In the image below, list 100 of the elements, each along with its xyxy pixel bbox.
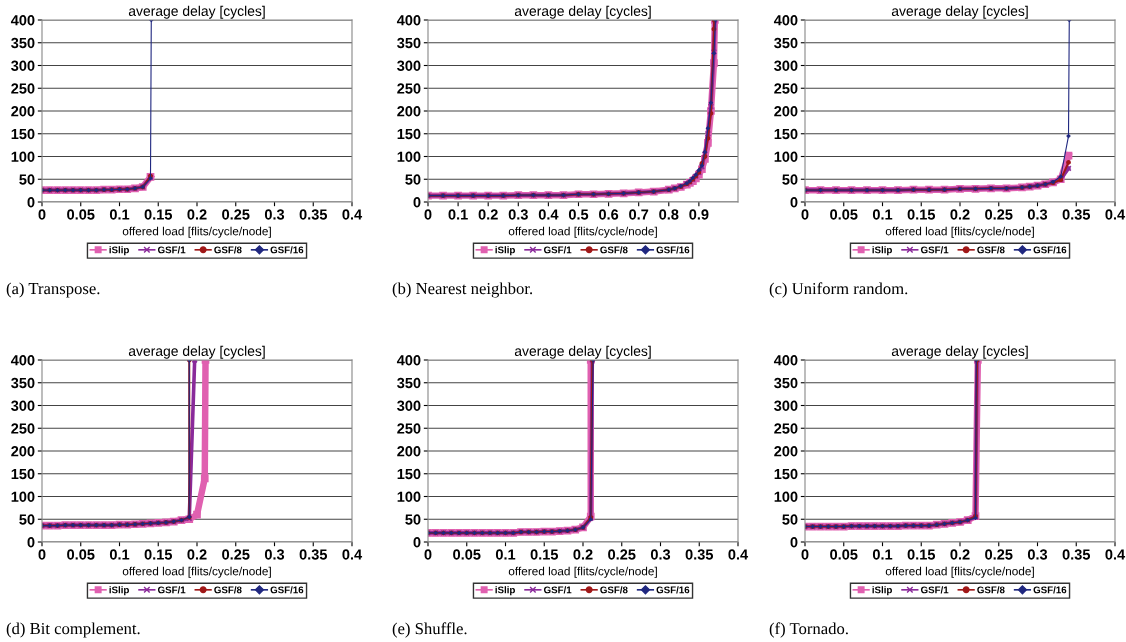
y-tick-label: 50 [782, 174, 798, 185]
x-tick-label: 0.35 [299, 549, 328, 560]
x-tick-label: 0.15 [144, 549, 173, 560]
x-axis-title: offered load [flits/cycle/node] [122, 226, 271, 238]
y-tick-label: 0 [413, 537, 421, 548]
y-tick-label: 400 [773, 355, 798, 366]
y-tick-label: 100 [397, 151, 421, 162]
y-tick-label: 250 [397, 423, 421, 434]
x-tick-label: 0.05 [67, 209, 95, 220]
x-tick-label: 0.1 [109, 209, 130, 220]
x-tick-label: 0.25 [222, 549, 250, 560]
y-tick-label: 250 [397, 83, 421, 94]
y-tick-label: 300 [774, 400, 798, 411]
y-tick-label: 100 [774, 151, 798, 162]
y-tick-label: 300 [397, 400, 421, 411]
x-tick-label: 0.9 [689, 209, 709, 220]
x-tick-label: 0 [801, 209, 809, 220]
x-tick-label: 0.5 [568, 209, 589, 220]
legend-label: GSF/8 [214, 586, 242, 594]
y-tick-label: 150 [397, 468, 421, 480]
y-tick-label: 300 [11, 60, 35, 71]
x-tick-label: 0.2 [187, 549, 207, 560]
y-tick-label: 250 [11, 83, 35, 94]
x-tick-label: 0.25 [985, 549, 1013, 560]
y-tick-label: 150 [774, 468, 798, 480]
text: (d) Bit complement. [6, 622, 140, 638]
legend-label: iSlip [109, 586, 129, 596]
x-tick-label: 0.2 [573, 549, 593, 560]
y-tick-label: 300 [397, 60, 421, 71]
x-tick-label: 0 [38, 209, 46, 220]
text: (c) Uniform random. [769, 282, 908, 298]
x-tick-label: 0.4 [342, 209, 363, 220]
x-tick-label: 0.35 [1062, 209, 1091, 220]
text: (b) Nearest neighbor. [392, 282, 533, 298]
y-tick-label: 50 [782, 514, 798, 525]
x-tick-label: 0.2 [187, 209, 207, 220]
x-tick-label: 0.25 [608, 549, 636, 560]
legend-label: iSlip [872, 586, 892, 596]
y-tick-label: 300 [774, 60, 798, 71]
y-tick-label: 100 [11, 491, 35, 502]
x-tick-label: 0 [424, 549, 432, 560]
legend-label: GSF/8 [600, 246, 628, 254]
x-tick-label: 0.2 [950, 209, 970, 220]
legend-label: GSF/8 [600, 586, 628, 594]
x-tick-label: 0.35 [1062, 549, 1091, 560]
x-tick-label: 0.05 [67, 549, 95, 560]
legend-label: GSF/16 [1033, 586, 1067, 594]
legend-label: GSF/16 [656, 246, 690, 254]
chart-title: average delay [cycles] [891, 345, 1028, 359]
chart-title: average delay [cycles] [891, 5, 1028, 19]
legend-label: GSF/1 [920, 586, 949, 594]
y-tick-label: 0 [790, 537, 798, 548]
legend-label: GSF/1 [157, 586, 186, 594]
chart-title: average delay [cycles] [128, 345, 265, 359]
y-tick-label: 0 [27, 537, 35, 548]
y-tick-label: 200 [11, 106, 35, 117]
y-tick-label: 400 [396, 15, 421, 26]
legend-label: GSF/8 [977, 586, 1005, 594]
x-axis-title: offered load [flits/cycle/node] [885, 226, 1034, 238]
x-tick-label: 0.4 [1105, 209, 1126, 220]
y-tick-label: 100 [774, 491, 798, 502]
y-tick-label: 150 [774, 128, 798, 140]
chart-title: average delay [cycles] [514, 5, 651, 19]
legend-label: GSF/1 [920, 246, 949, 254]
legend-label: GSF/1 [543, 246, 572, 254]
legend-label: GSF/1 [543, 586, 572, 594]
y-tick-label: 350 [397, 37, 421, 49]
x-tick-label: 0.4 [1105, 549, 1126, 560]
x-tick-label: 0.35 [685, 549, 714, 560]
x-tick-label: 0 [38, 549, 46, 560]
x-tick-label: 0.3 [264, 549, 285, 560]
y-tick-label: 150 [11, 128, 35, 140]
x-tick-label: 0 [424, 209, 432, 220]
x-tick-label: 0.4 [538, 209, 559, 220]
text: (a) Transpose. [6, 282, 100, 298]
x-tick-label: 0.1 [109, 549, 130, 560]
x-tick-label: 0.6 [599, 209, 619, 220]
y-tick-label: 200 [11, 446, 35, 457]
y-tick-label: 200 [774, 446, 798, 457]
legend-label: iSlip [109, 246, 129, 256]
y-tick-label: 0 [790, 197, 798, 208]
y-tick-label: 200 [774, 106, 798, 117]
x-tick-label: 0.15 [144, 209, 173, 220]
legend-label: GSF/16 [656, 586, 690, 594]
y-tick-label: 100 [397, 491, 421, 502]
y-tick-label: 350 [11, 37, 35, 49]
x-tick-label: 0.1 [495, 549, 516, 560]
x-tick-label: 0.1 [872, 209, 893, 220]
legend-label: GSF/16 [270, 246, 304, 254]
y-tick-label: 300 [11, 400, 35, 411]
y-tick-label: 150 [11, 468, 35, 480]
x-tick-label: 0.2 [950, 549, 970, 560]
x-tick-label: 0.1 [872, 549, 893, 560]
x-tick-label: 0.25 [985, 209, 1013, 220]
y-tick-label: 400 [396, 355, 421, 366]
y-tick-label: 400 [10, 355, 35, 366]
legend-label: iSlip [495, 586, 515, 596]
x-axis-title: offered load [flits/cycle/node] [885, 566, 1034, 578]
y-tick-label: 0 [413, 197, 421, 208]
x-axis-title: offered load [flits/cycle/node] [508, 566, 657, 578]
